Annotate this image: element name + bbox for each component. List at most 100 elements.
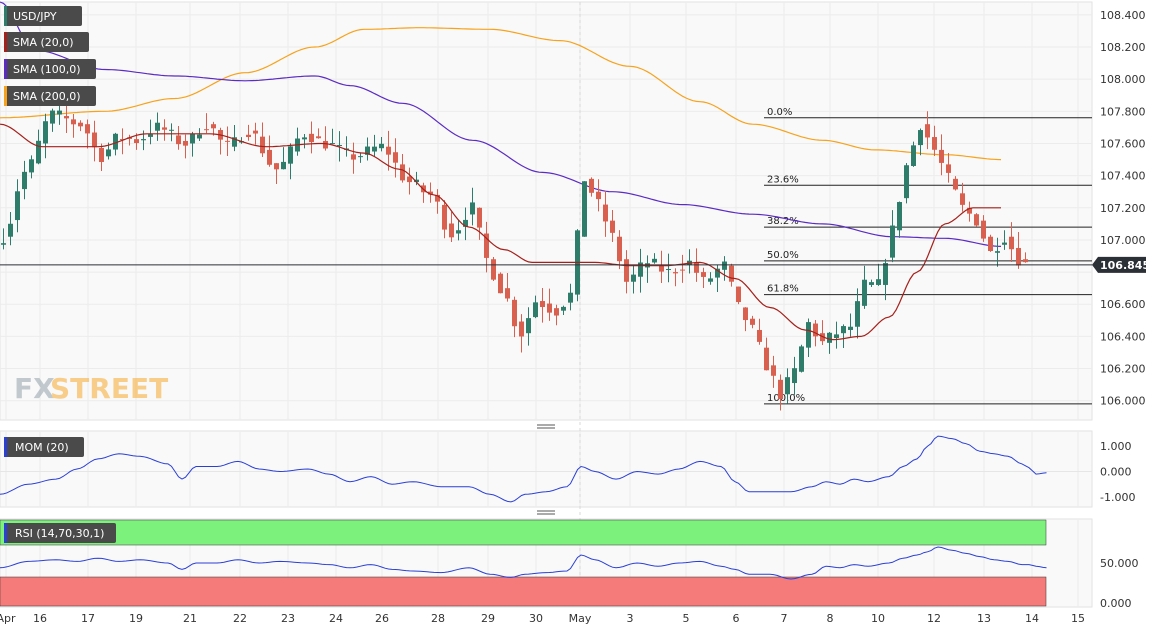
sma20-series <box>0 123 1001 341</box>
candle-body <box>701 272 706 277</box>
candle-body <box>869 282 874 285</box>
candle <box>281 147 286 170</box>
candle-body <box>624 259 629 282</box>
candle-body <box>505 288 510 299</box>
candle <box>204 113 209 134</box>
legend-mom[interactable]: MOM (20) <box>4 437 84 457</box>
candle <box>792 356 797 395</box>
price-tick-label: 106.000 <box>1100 395 1146 408</box>
fib-label: 0.0% <box>767 107 792 118</box>
candle <box>512 296 517 338</box>
fib-label: 100.0% <box>767 393 805 404</box>
candle <box>526 307 531 346</box>
candle <box>834 321 839 349</box>
candle <box>827 331 832 354</box>
candle <box>540 288 545 323</box>
candle <box>386 130 391 171</box>
candle <box>428 182 433 203</box>
candle-body <box>708 278 713 282</box>
legend-rsi[interactable]: RSI (14,70,30,1) <box>4 523 116 543</box>
date-tick-label: 12 <box>927 612 941 625</box>
candle <box>155 112 160 141</box>
candle <box>946 152 951 183</box>
legend-sma200[interactable]: SMA (200,0) <box>4 86 96 106</box>
candle-body <box>309 133 314 143</box>
price-tick-label: 107.000 <box>1100 234 1146 247</box>
legend-sma100[interactable]: SMA (100,0) <box>4 59 96 79</box>
legend-sma20[interactable]: SMA (20,0) <box>4 32 89 52</box>
candle-body <box>414 179 419 183</box>
candle <box>876 263 881 286</box>
candle-body <box>169 129 174 131</box>
candle-body <box>281 161 286 170</box>
candle <box>15 179 20 233</box>
candle-body <box>638 262 643 277</box>
fib-label: 50.0% <box>767 250 799 261</box>
pane-resize-handle-1[interactable] <box>537 424 555 429</box>
candle <box>932 125 937 157</box>
candle-body <box>106 149 111 157</box>
candle-body <box>50 110 55 124</box>
candle-body <box>316 136 321 139</box>
rsi-tick-label: 0.000 <box>1100 597 1132 610</box>
candle <box>1002 230 1007 250</box>
candle-body <box>589 178 594 193</box>
candle <box>22 160 27 200</box>
candle <box>610 210 615 243</box>
candle-body <box>652 258 657 263</box>
candle-body <box>855 301 860 327</box>
candle-body <box>470 202 475 215</box>
candle-body <box>246 134 251 138</box>
candle <box>708 272 713 285</box>
candle <box>568 283 573 311</box>
candle <box>925 111 930 150</box>
momentum-series <box>0 435 1092 503</box>
candle <box>638 248 643 293</box>
last-price-value: 106.845 <box>1100 259 1150 272</box>
candle-body <box>862 279 867 306</box>
candle-body <box>743 307 748 321</box>
candle <box>855 288 860 339</box>
watermark-fx: FX <box>14 372 55 405</box>
candle-body <box>204 129 209 131</box>
pane-resize-handle-2[interactable] <box>537 510 555 515</box>
candle <box>967 201 972 222</box>
candle <box>274 163 279 185</box>
y-axis-labels: 108.400 108.200 108.000 107.800 107.600 107.4… <box>1100 9 1146 610</box>
fxstreet-watermark: FX STREET <box>14 372 168 405</box>
candle <box>547 288 552 321</box>
candle <box>911 141 916 167</box>
fib-label: 61.8% <box>767 284 799 295</box>
date-tick-label: 29 <box>481 612 495 625</box>
rsi-overbought-band <box>0 519 1047 546</box>
candle-body <box>477 207 482 228</box>
candle <box>50 108 55 132</box>
candle <box>92 120 97 162</box>
candle <box>883 258 888 301</box>
candle-body <box>162 127 167 130</box>
candle-body <box>15 191 20 221</box>
candle <box>1 228 6 250</box>
legend-usdjpy[interactable]: USD/JPY <box>4 6 82 26</box>
candle-body <box>918 130 923 146</box>
watermark-street: STREET <box>50 372 168 405</box>
candle-body <box>232 137 237 147</box>
date-tick-label: 13 <box>977 612 991 625</box>
date-tick-label: 28 <box>431 612 445 625</box>
candle-body <box>134 139 139 144</box>
candle <box>29 155 34 179</box>
date-tick-label: 6 <box>733 612 740 625</box>
candle-body <box>491 259 496 280</box>
rsi-tick-label: 50.000 <box>1100 557 1139 570</box>
candle-body <box>274 163 279 170</box>
candle <box>778 374 783 411</box>
sma100-line <box>0 1 1002 247</box>
candle-body <box>603 204 608 222</box>
candle <box>456 219 461 241</box>
candle-body <box>78 122 83 127</box>
candle-body <box>302 137 307 140</box>
date-tick-label: 8 <box>827 612 834 625</box>
candle <box>176 126 181 150</box>
candle <box>211 121 216 136</box>
candle-body <box>554 308 559 316</box>
